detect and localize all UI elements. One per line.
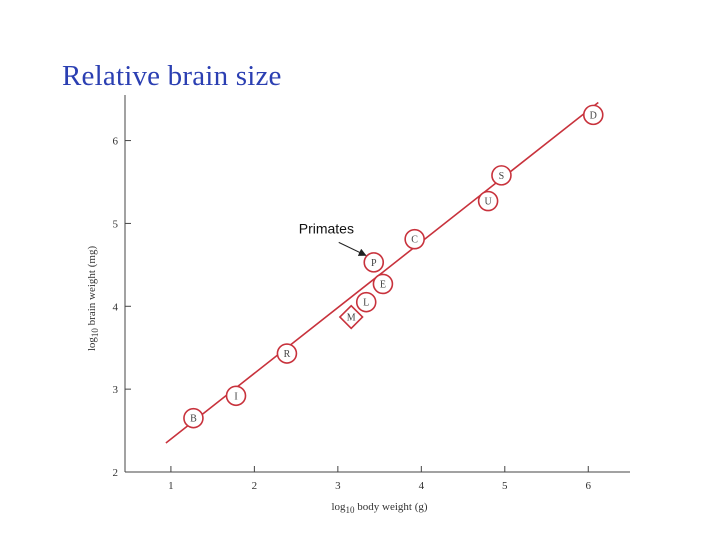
point-marker-U xyxy=(477,190,499,212)
x-tick-label: 6 xyxy=(586,480,592,492)
point-label-S: S xyxy=(499,171,505,182)
point-label-P: P xyxy=(371,258,377,269)
y-tick-label: 3 xyxy=(113,384,119,396)
point-marker-E xyxy=(372,273,394,295)
y-axis-label: log10 brain weight (mg) xyxy=(86,246,100,352)
point-marker-L xyxy=(355,291,377,313)
axes: 2 3 4 5 6 1 2 3 4 5 6 xyxy=(113,95,630,492)
annotation-arrow xyxy=(338,241,367,256)
annotations: Primates xyxy=(299,220,367,256)
y-tick-label: 4 xyxy=(113,301,119,313)
x-axis-label: log10 body weight (g) xyxy=(331,501,427,515)
point-marker-I xyxy=(225,385,247,407)
slide-title: Relative brain size xyxy=(62,60,282,92)
point-marker-M xyxy=(338,304,364,330)
point-marker-R xyxy=(276,343,298,364)
x-tick-label: 3 xyxy=(335,480,341,492)
y-tick-label: 6 xyxy=(113,136,119,148)
x-tick-label: 1 xyxy=(168,480,174,492)
point-marker-S xyxy=(491,165,512,186)
point-label-B: B xyxy=(190,414,197,425)
y-tick-label: 2 xyxy=(113,467,119,479)
y-tick-label: 5 xyxy=(113,218,119,230)
point-marker-P xyxy=(363,252,385,273)
primates-annotation: Primates xyxy=(299,220,354,236)
point-marker-C xyxy=(404,228,425,250)
point-label-I: I xyxy=(234,391,237,402)
point-label-C: C xyxy=(411,235,418,246)
x-tick-label: 2 xyxy=(252,480,258,492)
point-label-D: D xyxy=(590,110,597,121)
point-label-E: E xyxy=(380,279,386,290)
point-label-R: R xyxy=(284,349,291,360)
point-label-U: U xyxy=(484,197,492,208)
x-tick-label: 4 xyxy=(419,480,425,492)
point-marker-B xyxy=(183,407,204,429)
x-tick-label: 5 xyxy=(502,480,508,492)
point-label-L: L xyxy=(363,298,369,309)
point-marker-D xyxy=(582,104,604,126)
point-label-M: M xyxy=(347,313,356,324)
